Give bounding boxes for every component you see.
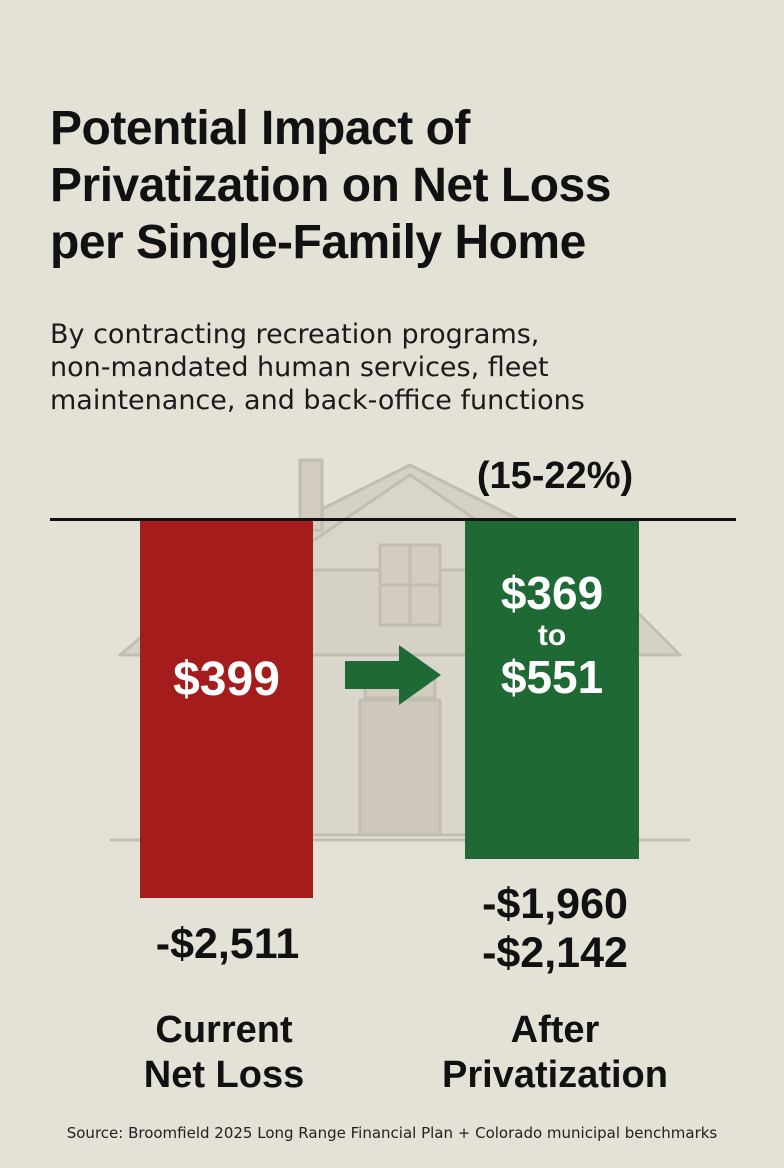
category-label-after: After Privatization xyxy=(420,1008,690,1098)
bar-after-label-high: $551 xyxy=(500,651,604,704)
category-current-line-2: Net Loss xyxy=(143,1053,305,1096)
category-after-line-1: After xyxy=(510,1009,600,1051)
right-arrow-icon xyxy=(345,645,441,705)
value-after-high: -$2,142 xyxy=(482,929,628,978)
range-annotation: (15-22%) xyxy=(476,455,634,497)
value-after-low: -$1,960 xyxy=(482,880,628,928)
value-label-after: -$1,960 -$2,142 xyxy=(445,880,665,979)
category-current-line-1: Current xyxy=(155,1009,293,1051)
value-label-current: -$2,511 xyxy=(140,920,315,969)
bar-current-net-loss: $399 xyxy=(140,521,313,898)
bar-after-label-low: $369 xyxy=(500,567,604,620)
chart-subtitle: By contracting recreation programs, non-… xyxy=(50,318,750,418)
bar-after-label-connector: to xyxy=(537,618,567,652)
title-line-2: Privatization on Net Loss xyxy=(50,159,611,213)
value-current: -$2,511 xyxy=(155,920,300,968)
category-after-line-2: Privatization xyxy=(442,1053,668,1096)
subtitle-line-1: By contracting recreation programs, xyxy=(50,319,540,350)
source-note: Source: Broomfield 2025 Long Range Finan… xyxy=(66,1124,718,1142)
subtitle-line-3: maintenance, and back-office functions xyxy=(50,385,585,417)
bar-after-privatization: $369 to $551 xyxy=(465,521,639,859)
title-line-3: per Single-Family Home xyxy=(50,216,586,270)
subtitle-line-2: non-mandated human services, fleet xyxy=(50,352,549,384)
title-line-1: Potential Impact of xyxy=(50,102,470,155)
bar-current-label: $399 xyxy=(173,653,280,706)
category-label-current: Current Net Loss xyxy=(112,1008,336,1098)
chart-title: Potential Impact of Privatization on Net… xyxy=(50,100,750,271)
baseline-rule xyxy=(50,518,736,521)
